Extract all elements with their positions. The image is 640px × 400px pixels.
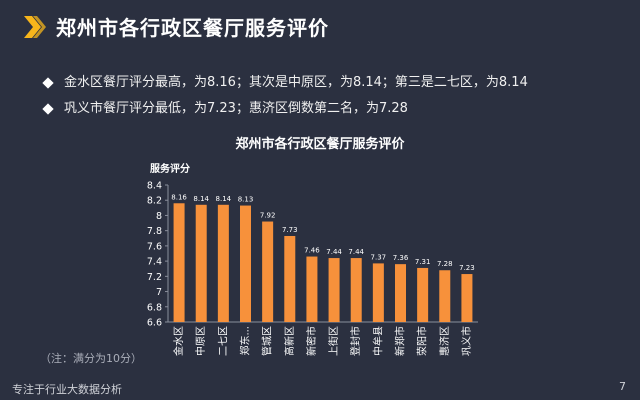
bar [328, 258, 340, 322]
y-axis-label: 服务评分 [150, 162, 190, 175]
bar [195, 204, 207, 322]
data-label: 7.36 [393, 254, 409, 262]
data-label: 8.13 [238, 196, 254, 204]
data-label: 7.44 [326, 248, 342, 256]
bar [395, 264, 406, 322]
x-tick-label: 惠济区 [438, 326, 451, 356]
page-number: 7 [619, 380, 626, 393]
bullet-text: 金水区餐厅评分最高，为8.16；其次是中原区，为8.14；第三是二七区，为8.1… [64, 75, 528, 90]
y-tick-label: 8 [156, 211, 162, 222]
data-label: 7.73 [282, 226, 298, 234]
y-tick-label: 7.6 [147, 241, 162, 252]
bar [284, 235, 296, 322]
data-label: 7.28 [437, 260, 453, 268]
x-tick-label: 中牟县 [371, 326, 384, 356]
x-tick-label: 巩义市 [460, 326, 473, 356]
x-tick-label: 高新区 [283, 326, 296, 356]
bar [461, 274, 473, 322]
value-labels: 8.16 8.14 8.14 8.13 7.92 7.73 7.46 7.44 7.44 7.37… [171, 193, 474, 272]
bar [217, 204, 229, 322]
x-tick-label: 金水区 [172, 326, 185, 356]
data-label: 7.44 [348, 248, 364, 256]
bar-series [173, 203, 473, 322]
y-tick-label: 6.6 [147, 318, 162, 329]
bar [306, 256, 318, 322]
bullet-list: 金水区餐厅评分最高，为8.16；其次是中原区，为8.14；第三是二七区，为8.1… [42, 70, 528, 122]
page-title: 郑州市各行政区餐厅服务评价 [56, 16, 329, 40]
bar [262, 221, 274, 322]
footer-text: 专注于行业大数据分析 [12, 383, 122, 396]
x-tick-label: 新密市 [305, 326, 318, 356]
x-tick-label: 郑东... [239, 326, 252, 356]
footnote: （注：满分为10分） [40, 352, 142, 365]
bar [350, 258, 362, 322]
y-tick-label: 6.8 [147, 302, 162, 313]
data-label: 7.23 [459, 264, 475, 272]
bullet-item: 金水区餐厅评分最高，为8.16；其次是中原区，为8.14；第三是二七区，为8.1… [42, 70, 528, 96]
chevron-double-icon [24, 16, 46, 38]
y-tick-label: 7 [156, 287, 162, 298]
data-label: 8.14 [216, 195, 232, 203]
y-tick-label: 7.4 [147, 257, 162, 268]
data-label: 7.37 [371, 253, 387, 261]
data-label: 7.31 [415, 258, 431, 266]
bar [240, 205, 251, 322]
y-tick-label: 8.4 [147, 181, 162, 192]
y-tick-label: 7.8 [147, 226, 162, 237]
bullet-text: 巩义市餐厅评分最低，为7.23；惠济区倒数第二名，为7.28 [64, 101, 408, 116]
data-label: 7.46 [304, 247, 320, 255]
x-tick-label: 新郑市 [394, 326, 407, 356]
bullet-item: 巩义市餐厅评分最低，为7.23；惠济区倒数第二名，为7.28 [42, 96, 528, 122]
data-label: 8.16 [171, 193, 187, 201]
x-axis-labels: 金水区 中原区 二七区 郑东... 管城区 高新区 新密市 上街区 登封市 中牟县 新郑市 荥阳市 惠济… [172, 326, 473, 356]
header: 郑州市各行政区餐厅服务评价 [0, 0, 640, 52]
data-label: 7.92 [260, 212, 276, 220]
bar [417, 267, 429, 322]
y-tick-label: 7.2 [147, 272, 162, 283]
x-tick-label: 荥阳市 [416, 326, 429, 356]
x-tick-label: 上街区 [327, 326, 340, 356]
y-tick-label: 8.2 [147, 196, 162, 207]
data-label: 8.14 [193, 195, 209, 203]
chart-title: 郑州市各行政区餐厅服务评价 [235, 136, 405, 152]
bar [173, 203, 185, 322]
x-tick-label: 二七区 [217, 326, 229, 356]
x-tick-label: 管城区 [261, 326, 274, 356]
x-tick-label: 登封市 [349, 326, 362, 356]
bar [439, 270, 451, 322]
x-tick-label: 中原区 [194, 326, 207, 356]
bar [372, 263, 384, 322]
